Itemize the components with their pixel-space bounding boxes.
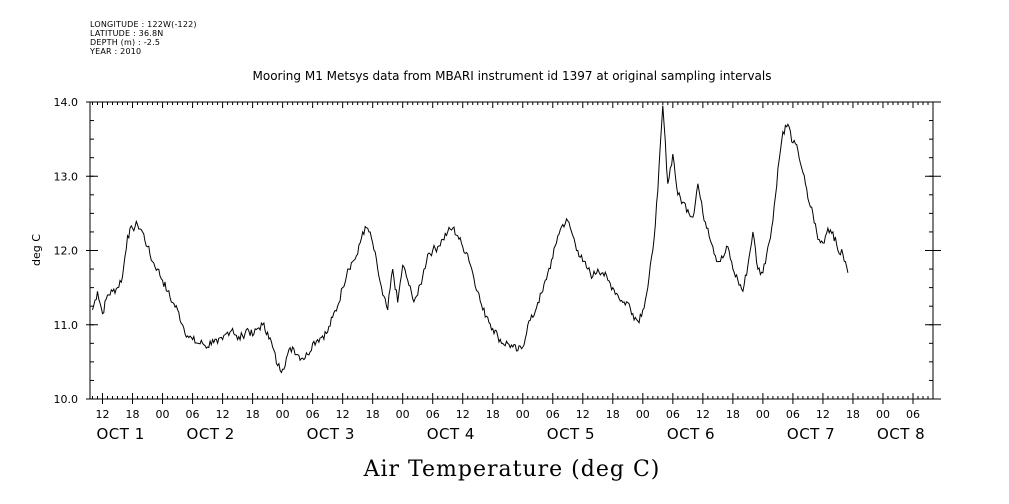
x-tick-label: 06 [546, 408, 560, 421]
x-tick-label: 12 [576, 408, 590, 421]
x-tick-label: 06 [426, 408, 440, 421]
x-tick-label: 00 [636, 408, 650, 421]
x-day-label: OCT 3 [307, 425, 355, 443]
x-tick-label: 00 [396, 408, 410, 421]
x-tick-label: 00 [876, 408, 890, 421]
x-tick-label: 12 [336, 408, 350, 421]
x-tick-label: 12 [216, 408, 230, 421]
station-metadata: LONGITUDE : 122W(-122) LATITUDE : 36.8N … [90, 20, 197, 56]
y-tick-label: 12.0 [54, 245, 79, 258]
axis-ticks [86, 101, 941, 404]
x-tick-label: 12 [456, 408, 470, 421]
latitude-text: LATITUDE : 36.8N [90, 29, 164, 38]
longitude-text: LONGITUDE : 122W(-122) [90, 20, 197, 29]
x-tick-label: 18 [846, 408, 860, 421]
x-tick-label: 06 [186, 408, 200, 421]
x-tick-label: 06 [786, 408, 800, 421]
x-tick-label: 00 [516, 408, 530, 421]
x-tick-label: 18 [366, 408, 380, 421]
x-tick-label: 06 [906, 408, 920, 421]
x-tick-label: 06 [666, 408, 680, 421]
y-tick-label: 13.0 [54, 170, 79, 183]
year-text: YEAR : 2010 [90, 47, 142, 56]
x-day-label: OCT 6 [667, 425, 715, 443]
x-axis-label: Air Temperature (deg C) [363, 457, 661, 482]
x-tick-label: 12 [696, 408, 710, 421]
x-tick-label: 18 [486, 408, 500, 421]
x-tick-label: 06 [306, 408, 320, 421]
x-tick-label: 00 [276, 408, 290, 421]
x-tick-label: 00 [156, 408, 170, 421]
x-tick-label: 18 [606, 408, 620, 421]
axis-labels: 12 18 00 06 12 18 00 06 12 18 00 06 12 18 00 06 12 18 00 06… [54, 96, 925, 443]
x-tick-label: 12 [96, 408, 110, 421]
depth-text: DEPTH (m) : -2.5 [90, 38, 161, 47]
air-temperature-line [92, 105, 849, 374]
x-day-label: OCT 7 [787, 425, 835, 443]
x-day-label: OCT 4 [427, 425, 475, 443]
x-tick-label: 12 [816, 408, 830, 421]
x-tick-label: 18 [726, 408, 740, 421]
y-tick-label: 14.0 [54, 96, 79, 109]
x-tick-label: 00 [756, 408, 770, 421]
x-day-label: OCT 8 [877, 425, 925, 443]
x-tick-label: 18 [246, 408, 260, 421]
y-tick-label: 10.0 [54, 393, 79, 406]
x-day-label: OCT 1 [97, 425, 145, 443]
plot-frame [89, 101, 934, 400]
y-axis-label: deg C [30, 234, 43, 266]
y-tick-label: 11.0 [54, 319, 79, 332]
chart-title: Mooring M1 Metsys data from MBARI instru… [253, 69, 772, 83]
x-tick-label: 18 [126, 408, 140, 421]
x-day-label: OCT 5 [547, 425, 595, 443]
x-day-label: OCT 2 [187, 425, 235, 443]
